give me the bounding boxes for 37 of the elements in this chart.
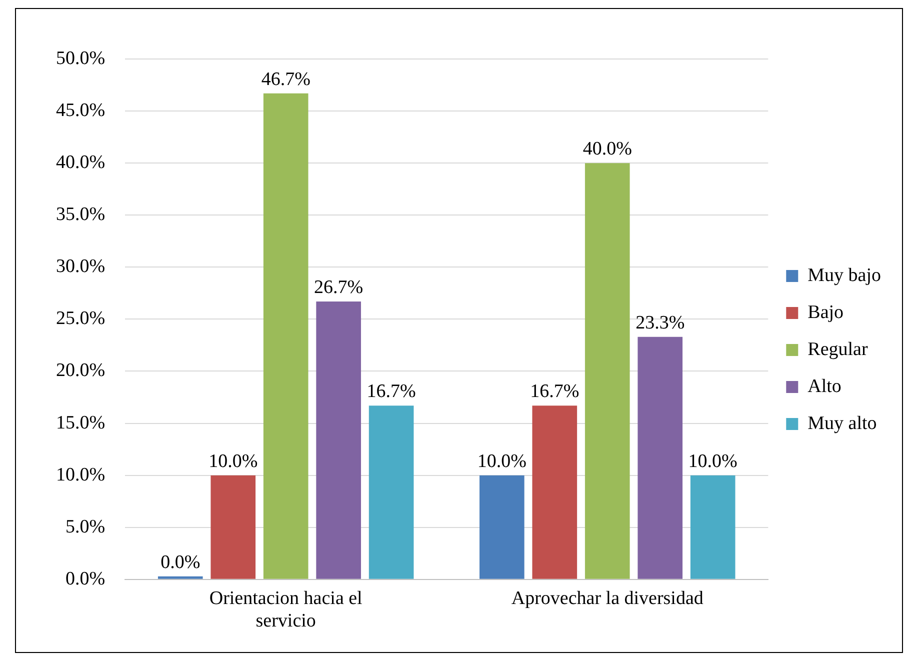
x-tick-label: Aprovechar la diversidad (511, 588, 704, 609)
bar (638, 336, 683, 579)
data-label: 10.0% (477, 450, 527, 472)
y-tick-label: 10.0% (56, 464, 106, 486)
data-label: 16.7% (366, 381, 416, 402)
y-tick-label: 35.0% (56, 204, 106, 226)
bar (584, 163, 630, 579)
y-tick-label: 30.0% (56, 256, 106, 278)
legend-label: Muy alto (808, 412, 877, 434)
data-label: 10.0% (208, 450, 258, 472)
data-label: 16.7% (530, 381, 580, 402)
x-tick-label: Orientacion hacia el servicio (209, 588, 362, 632)
bar (532, 406, 578, 579)
data-label: 0.0% (160, 552, 200, 573)
bar (316, 302, 361, 579)
y-tick-label: 15.0% (56, 412, 106, 434)
bar (210, 475, 256, 579)
y-tick-label: 25.0% (56, 308, 106, 330)
data-label: 46.7% (261, 68, 311, 90)
y-tick-label: 0.0% (66, 568, 106, 590)
legend-label: Bajo (808, 302, 844, 323)
y-tick-label: 40.0% (56, 152, 106, 174)
legend-label: Muy bajo (808, 264, 882, 286)
legend-label: Regular (808, 338, 868, 360)
bar (368, 406, 414, 579)
legend-label: Alto (808, 376, 842, 397)
bar (480, 475, 524, 579)
bar (690, 475, 736, 579)
data-label: 23.3% (636, 312, 685, 334)
data-label: 40.0% (582, 138, 632, 160)
y-tick-label: 20.0% (56, 360, 106, 382)
y-tick-label: 50.0% (56, 48, 106, 69)
y-tick-label: 45.0% (56, 100, 106, 122)
data-label: 10.0% (688, 450, 738, 472)
bar (263, 93, 308, 579)
y-tick-label: 5.0% (66, 516, 106, 538)
data-label: 26.7% (314, 276, 364, 298)
